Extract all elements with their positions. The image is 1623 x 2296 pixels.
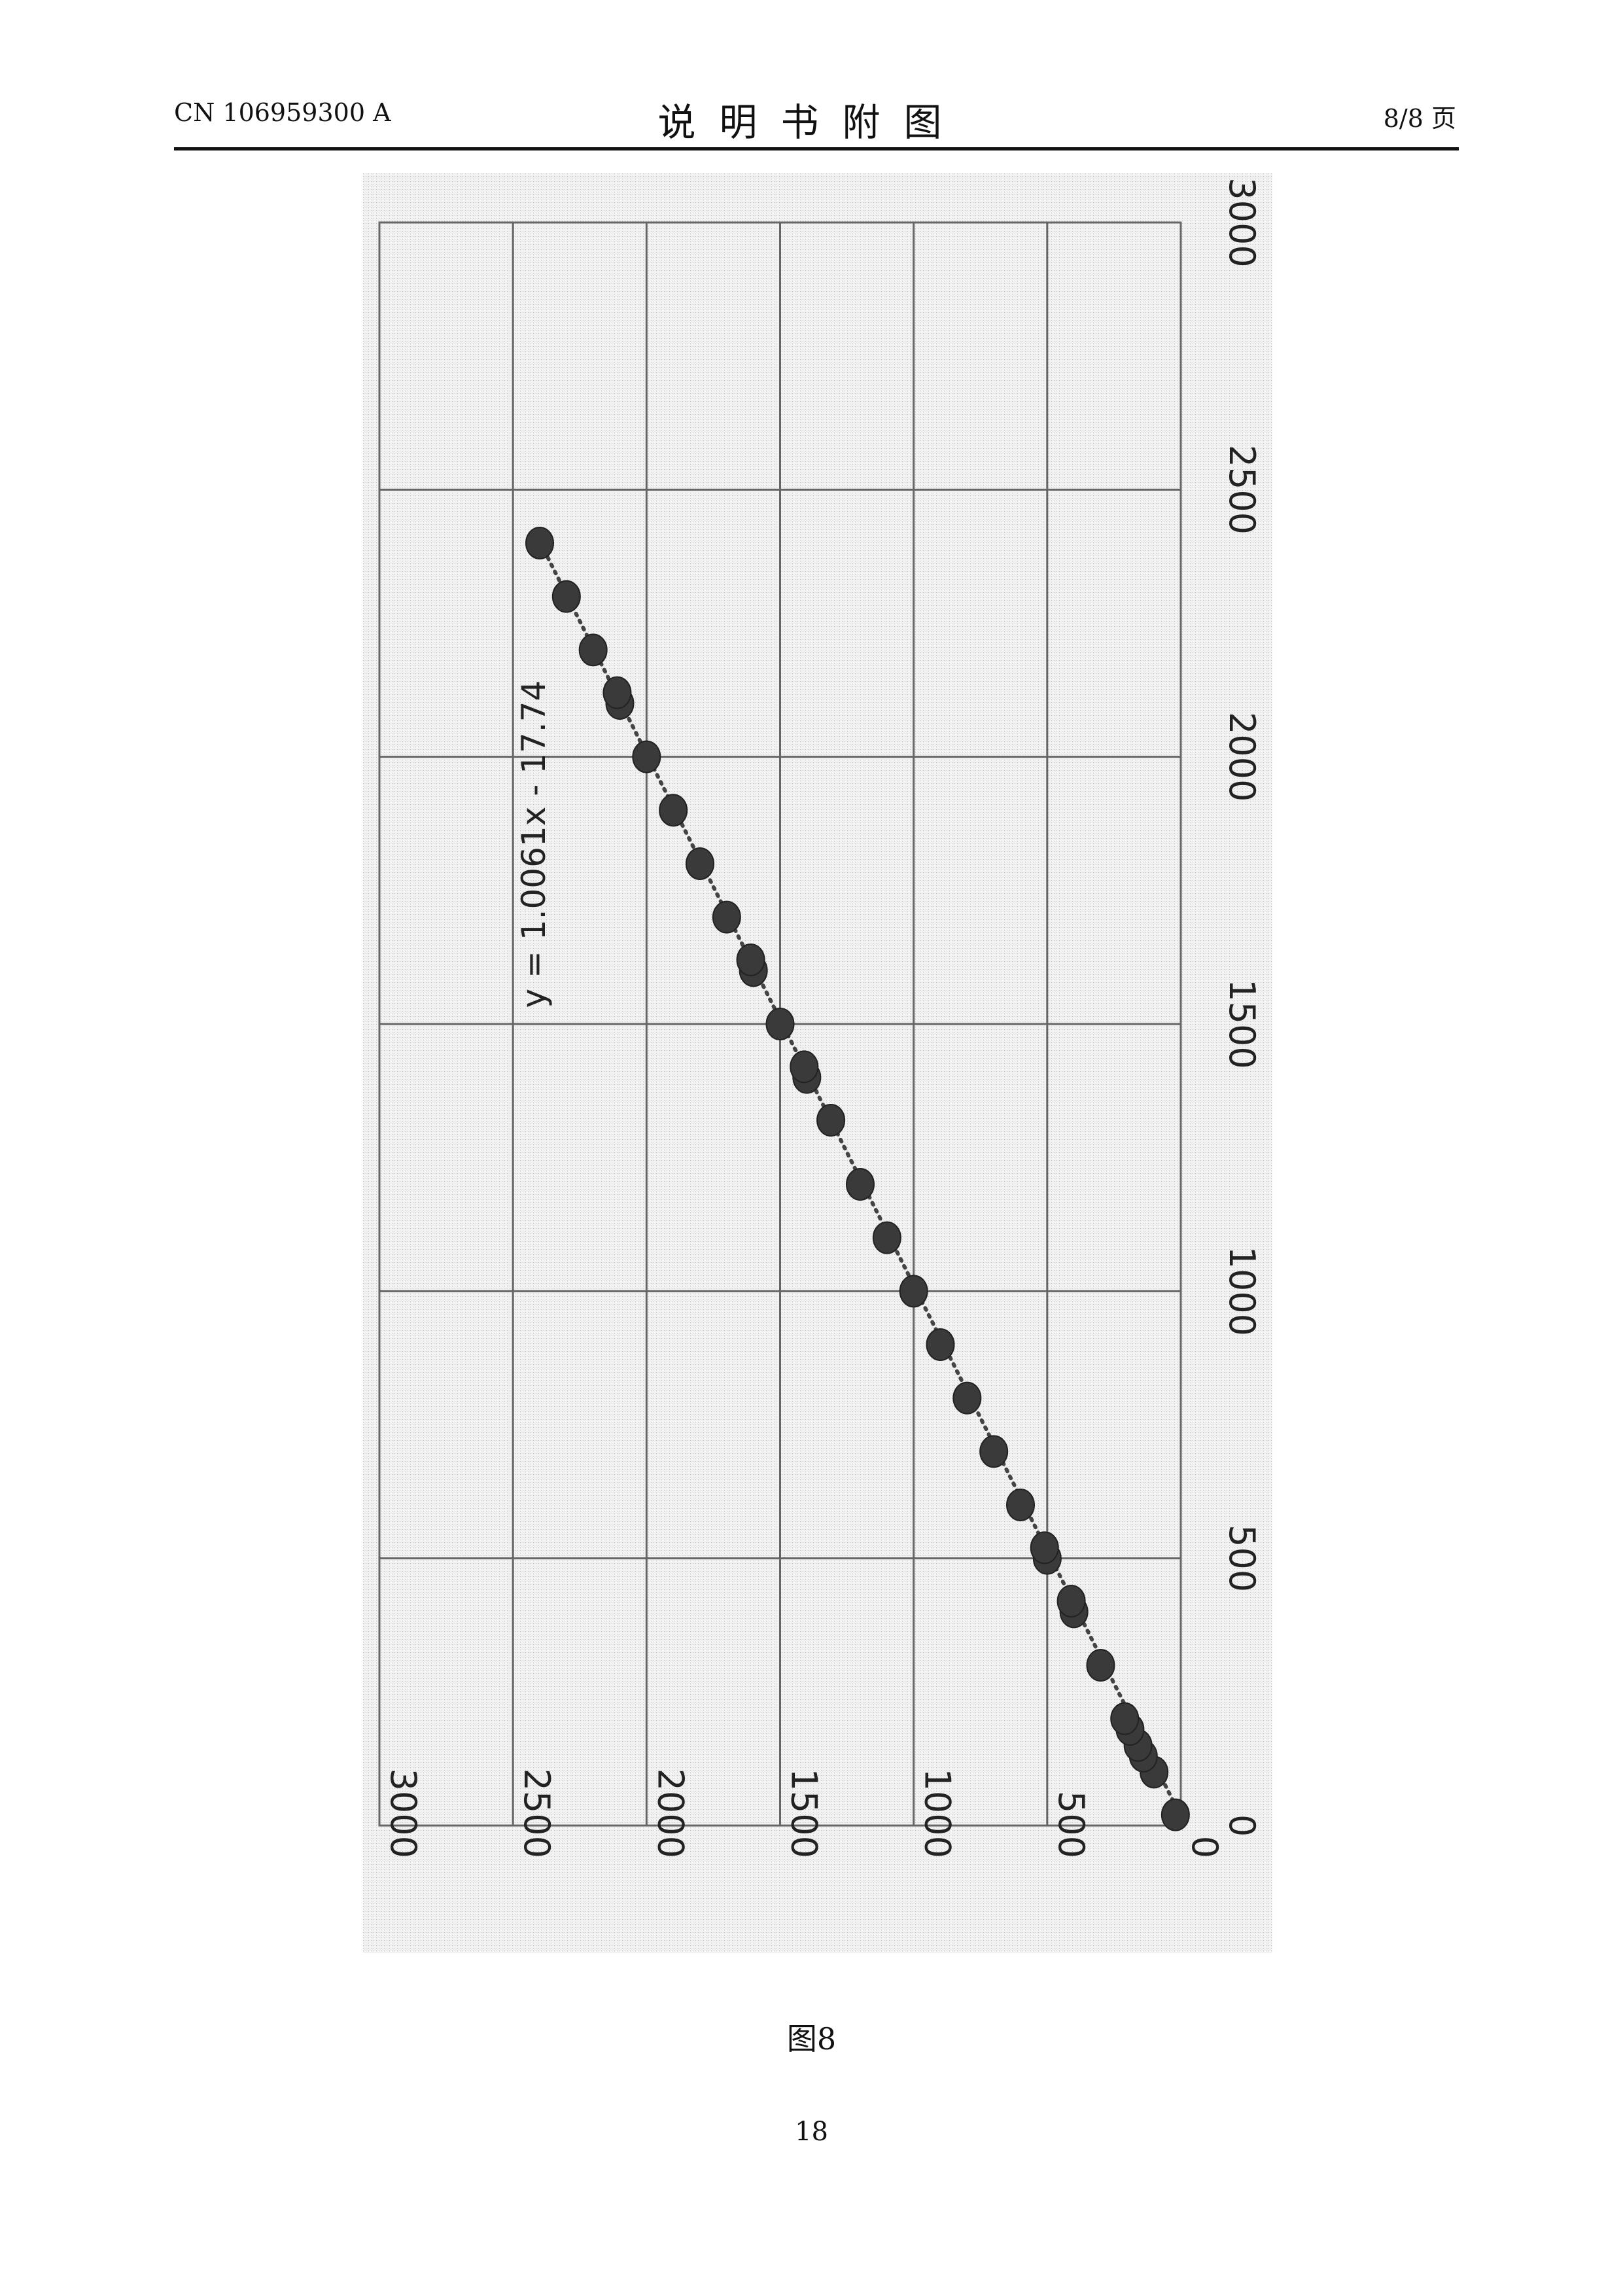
data-point bbox=[927, 1329, 954, 1360]
data-point bbox=[900, 1275, 928, 1307]
data-point bbox=[526, 527, 553, 559]
data-point bbox=[659, 794, 687, 826]
x-tick-label: 3000 bbox=[1221, 177, 1263, 267]
data-point bbox=[846, 1169, 874, 1200]
document-section-title: 说明书附图 bbox=[0, 92, 1623, 144]
y-tick-label: 1000 bbox=[917, 1769, 958, 1858]
data-point bbox=[1007, 1489, 1034, 1521]
data-point bbox=[953, 1383, 981, 1414]
x-tick-label: 1500 bbox=[1221, 979, 1263, 1069]
data-point bbox=[1058, 1585, 1085, 1617]
figure-caption: 图8 bbox=[0, 2015, 1623, 2058]
page-number: 18 bbox=[0, 2117, 1623, 2147]
x-tick-label: 2500 bbox=[1221, 445, 1263, 535]
y-tick-label: 2500 bbox=[516, 1769, 557, 1858]
y-tick-label: 500 bbox=[1051, 1791, 1092, 1858]
page-indicator: 8/8 页 bbox=[1384, 98, 1456, 150]
x-tick-label: 0 bbox=[1221, 1814, 1263, 1837]
x-tick-label: 2000 bbox=[1221, 712, 1263, 802]
figure-8-chart: 0 500 1000 1500 2000 2500 3000 0 500 1000 1500 2000… bbox=[363, 173, 1272, 1953]
data-point bbox=[1031, 1532, 1058, 1563]
data-point bbox=[713, 902, 741, 933]
data-point bbox=[790, 1051, 818, 1082]
data-point bbox=[633, 741, 660, 773]
data-point bbox=[603, 677, 631, 709]
data-point bbox=[1162, 1799, 1189, 1831]
x-tick-label: 1000 bbox=[1221, 1246, 1263, 1336]
data-point bbox=[1087, 1650, 1115, 1681]
data-point bbox=[737, 944, 765, 976]
data-point bbox=[980, 1436, 1007, 1467]
data-point bbox=[686, 848, 714, 879]
data-point bbox=[580, 634, 607, 665]
data-point bbox=[767, 1008, 794, 1040]
trendline-equation: y = 1.0061x - 17.74 bbox=[515, 680, 553, 1008]
y-tick-label: 2000 bbox=[650, 1769, 691, 1858]
y-tick-label: 0 bbox=[1184, 1836, 1225, 1858]
y-tick-label: 3000 bbox=[383, 1769, 424, 1858]
scatter-chart-svg: 0 500 1000 1500 2000 2500 3000 0 500 1000 1500 2000… bbox=[363, 173, 1272, 1953]
x-tick-label: 500 bbox=[1221, 1525, 1263, 1592]
data-point bbox=[1111, 1703, 1138, 1735]
header-divider bbox=[174, 147, 1459, 150]
data-point bbox=[817, 1104, 845, 1136]
y-tick-label: 1500 bbox=[784, 1769, 825, 1858]
data-point bbox=[553, 581, 580, 612]
data-point bbox=[873, 1222, 901, 1254]
